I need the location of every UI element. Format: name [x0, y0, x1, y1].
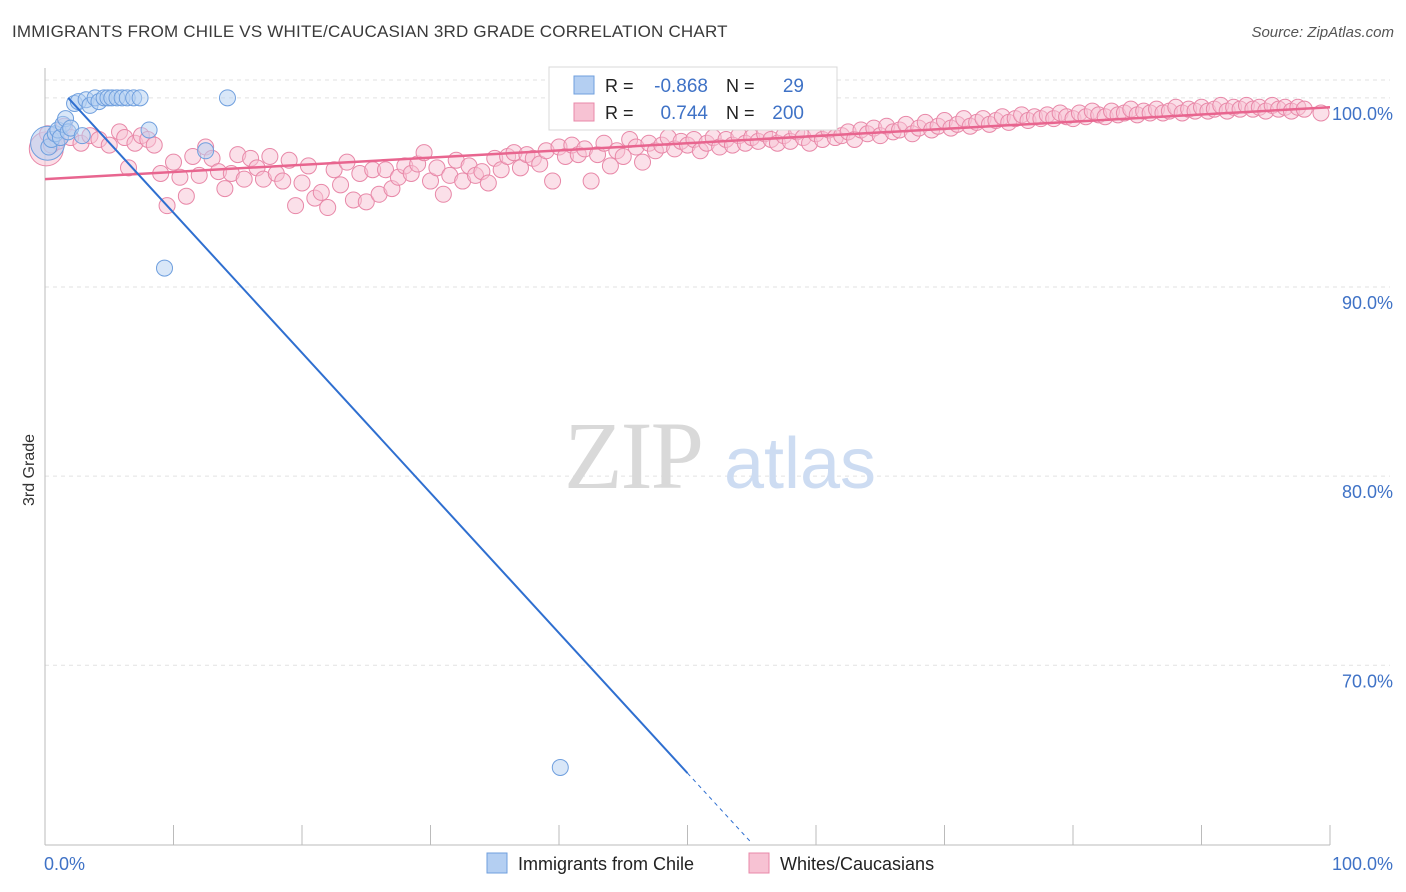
- trend-lines: [44, 97, 1331, 844]
- y-tick-label-2: 80.0%: [1342, 482, 1393, 502]
- series-immigrants-from-chile: [30, 89, 569, 776]
- pink-point-42: [319, 199, 337, 217]
- pink-point-86: [601, 157, 619, 175]
- pink-point-18: [165, 153, 182, 171]
- stats-r-label-blue: R =: [605, 76, 634, 96]
- pink-point-26: [216, 180, 234, 198]
- watermark-zip: ZIP: [564, 402, 702, 509]
- pink-point-83: [582, 172, 600, 190]
- axes: [44, 68, 1331, 846]
- pink-point-35: [274, 172, 292, 190]
- stats-r-label-pink: R =: [605, 103, 634, 123]
- pink-point-15: [145, 136, 163, 154]
- pink-point-77: [544, 172, 562, 190]
- blue-point-11: [73, 127, 91, 145]
- source-label: Source: ZipAtlas.com: [1251, 24, 1394, 41]
- stats-n-value-blue: 29: [783, 76, 804, 97]
- tick-labels: 100.0% 90.0% 80.0% 70.0% 0.0% 100.0%: [44, 104, 1393, 874]
- pink-point-20: [177, 187, 195, 205]
- blue-point-26: [218, 89, 236, 107]
- stats-swatch-pink: [573, 102, 595, 122]
- legend-swatch-blue: [486, 852, 508, 874]
- y-axis-label: 3rd Grade: [21, 434, 38, 506]
- trend-line-blue-extension: [687, 772, 753, 844]
- pink-point-38: [293, 174, 311, 192]
- pink-point-41: [312, 183, 330, 201]
- stats-swatch-blue: [573, 75, 595, 95]
- pink-point-33: [261, 147, 279, 165]
- pink-point-88: [614, 147, 632, 165]
- pink-point-19: [171, 168, 189, 186]
- pink-point-43: [325, 161, 343, 179]
- pink-point-51: [377, 161, 395, 179]
- y-tick-label-0: 100.0%: [1332, 104, 1393, 124]
- blue-point-28: [551, 758, 569, 776]
- chart-title: IMMIGRANTS FROM CHILE VS WHITE/CAUCASIAN…: [12, 22, 728, 41]
- blue-point-23: [131, 89, 149, 107]
- stats-r-value-pink: 0.744: [660, 103, 708, 124]
- blue-point-24: [140, 121, 158, 139]
- blue-point-27: [156, 259, 174, 277]
- legend-label-blue: Immigrants from Chile: [518, 854, 694, 874]
- y-tick-label-1: 90.0%: [1342, 293, 1393, 313]
- x-tick-label-1: 100.0%: [1332, 854, 1393, 874]
- legend-label-pink: Whites/Caucasians: [780, 854, 934, 874]
- pink-point-59: [428, 159, 446, 177]
- pink-point-60: [434, 185, 452, 203]
- y-tick-label-3: 70.0%: [1342, 671, 1393, 691]
- trend-line-blue: [67, 97, 689, 774]
- stats-r-value-blue: -0.868: [654, 76, 708, 97]
- stats-box: R = -0.868 N = 29 R = 0.744 N = 200: [548, 66, 838, 131]
- trend-line-pink: [44, 106, 1331, 181]
- stats-box-frame: [548, 66, 838, 131]
- legend: Immigrants from Chile Whites/Caucasians: [486, 852, 934, 874]
- pink-point-29: [235, 170, 253, 188]
- stats-n-label-pink: N =: [726, 103, 755, 123]
- stats-n-value-pink: 200: [772, 103, 804, 124]
- stats-n-label-blue: N =: [726, 76, 755, 96]
- pink-point-8: [100, 136, 118, 154]
- pink-point-11: [120, 159, 138, 177]
- blue-point-25: [197, 142, 215, 160]
- pink-point-67: [479, 174, 497, 192]
- x-tick-label-0: 0.0%: [44, 854, 85, 874]
- pink-point-91: [634, 153, 652, 171]
- pink-point-44: [332, 176, 350, 194]
- pink-point-37: [287, 197, 305, 215]
- pink-point-48: [357, 193, 375, 211]
- legend-swatch-pink: [748, 852, 770, 874]
- watermark: ZIP atlas: [564, 402, 876, 509]
- watermark-atlas: atlas: [724, 424, 876, 504]
